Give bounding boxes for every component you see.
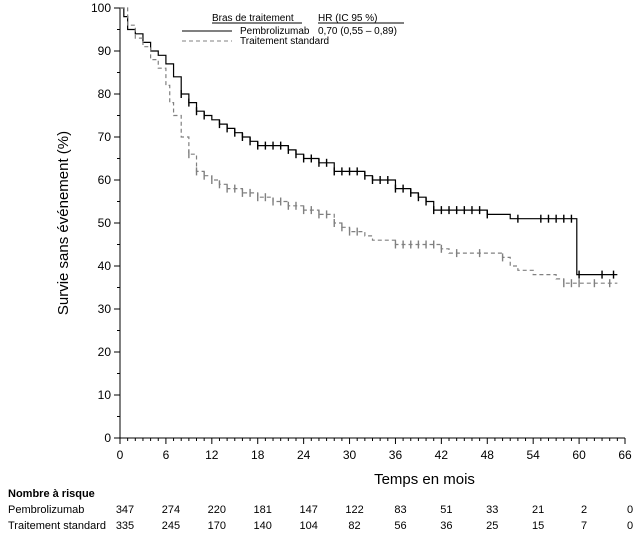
risk-count: 25	[486, 520, 498, 532]
x-tick-label: 12	[205, 448, 219, 462]
y-tick-label: 0	[104, 431, 111, 445]
risk-count: 33	[486, 504, 498, 516]
y-tick-label: 40	[98, 259, 112, 273]
risk-count: 122	[345, 504, 363, 516]
risk-count: 0	[627, 520, 633, 532]
legend-header-arm: Bras de traitement	[212, 13, 294, 24]
y-tick-label: 80	[98, 87, 112, 101]
y-tick-label: 100	[91, 1, 111, 15]
risk-count: 51	[440, 504, 452, 516]
risk-count: 82	[348, 520, 360, 532]
legend-label: Pembrolizumab	[240, 26, 310, 37]
x-axis-label: Temps en mois	[374, 471, 475, 488]
legend-hr: 0,70 (0,55 – 0,89)	[318, 26, 397, 37]
risk-row-label: Pembrolizumab	[8, 504, 84, 516]
x-tick-label: 0	[117, 448, 124, 462]
y-tick-label: 30	[98, 302, 112, 316]
risk-count: 147	[299, 504, 317, 516]
legend-label: Traitement standard	[240, 36, 329, 47]
risk-count: 347	[116, 504, 134, 516]
risk-table-title: Nombre à risque	[8, 488, 95, 500]
x-tick-label: 36	[389, 448, 403, 462]
risk-count: 0	[627, 504, 633, 516]
x-tick-label: 6	[163, 448, 170, 462]
x-tick-label: 66	[618, 448, 632, 462]
risk-row-label: Traitement standard	[8, 520, 106, 532]
risk-count: 140	[254, 520, 272, 532]
risk-count: 7	[581, 520, 587, 532]
risk-count: 170	[208, 520, 226, 532]
y-tick-label: 50	[98, 216, 112, 230]
km-curve-standard	[120, 7, 618, 284]
risk-count: 335	[116, 520, 134, 532]
risk-count: 220	[208, 504, 226, 516]
y-tick-label: 60	[98, 173, 112, 187]
x-tick-label: 54	[527, 448, 541, 462]
risk-count: 56	[394, 520, 406, 532]
risk-count: 181	[254, 504, 272, 516]
y-tick-label: 70	[98, 130, 112, 144]
risk-count: 83	[394, 504, 406, 516]
risk-count: 245	[162, 520, 180, 532]
risk-count: 274	[162, 504, 180, 516]
y-axis-label: Survie sans événement (%)	[55, 131, 72, 315]
y-tick-label: 90	[98, 44, 112, 58]
risk-count: 36	[440, 520, 452, 532]
x-tick-label: 42	[435, 448, 449, 462]
risk-count: 2	[581, 504, 587, 516]
x-tick-label: 24	[297, 448, 311, 462]
y-tick-label: 10	[98, 388, 112, 402]
x-tick-label: 48	[481, 448, 495, 462]
risk-count: 15	[532, 520, 544, 532]
legend-header-hr: HR (IC 95 %)	[318, 13, 377, 24]
km-curve-pembrolizumab	[120, 7, 618, 276]
risk-count: 21	[532, 504, 544, 516]
risk-count: 104	[299, 520, 317, 532]
x-tick-label: 60	[572, 448, 586, 462]
x-tick-label: 18	[251, 448, 265, 462]
x-tick-label: 30	[343, 448, 357, 462]
y-tick-label: 20	[98, 345, 112, 359]
